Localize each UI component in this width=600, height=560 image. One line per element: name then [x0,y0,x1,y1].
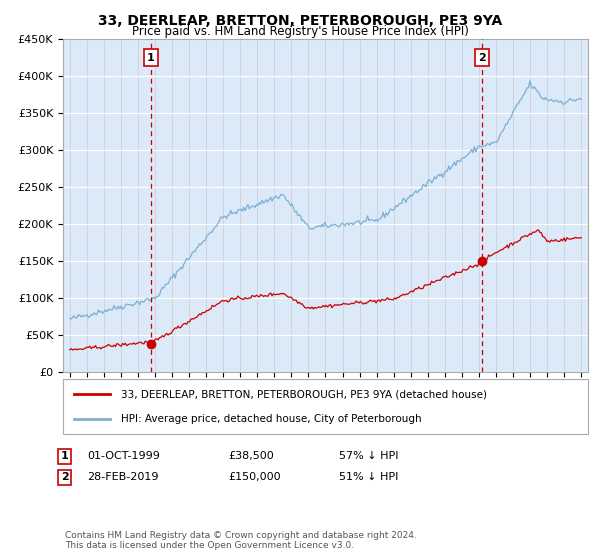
Text: 01-OCT-1999: 01-OCT-1999 [87,451,160,461]
Text: 1: 1 [147,53,155,63]
Text: HPI: Average price, detached house, City of Peterborough: HPI: Average price, detached house, City… [121,414,421,423]
Text: Contains HM Land Registry data © Crown copyright and database right 2024.
This d: Contains HM Land Registry data © Crown c… [65,530,416,550]
Text: 1: 1 [61,451,68,461]
Text: 28-FEB-2019: 28-FEB-2019 [87,472,158,482]
Text: 2: 2 [478,53,485,63]
Text: 2: 2 [61,472,68,482]
Text: 57% ↓ HPI: 57% ↓ HPI [339,451,398,461]
Text: £38,500: £38,500 [228,451,274,461]
Text: 33, DEERLEAP, BRETTON, PETERBOROUGH, PE3 9YA: 33, DEERLEAP, BRETTON, PETERBOROUGH, PE3… [98,14,502,28]
FancyBboxPatch shape [63,379,588,434]
Text: 51% ↓ HPI: 51% ↓ HPI [339,472,398,482]
Text: £150,000: £150,000 [228,472,281,482]
Text: 33, DEERLEAP, BRETTON, PETERBOROUGH, PE3 9YA (detached house): 33, DEERLEAP, BRETTON, PETERBOROUGH, PE3… [121,390,487,399]
Text: Price paid vs. HM Land Registry's House Price Index (HPI): Price paid vs. HM Land Registry's House … [131,25,469,38]
